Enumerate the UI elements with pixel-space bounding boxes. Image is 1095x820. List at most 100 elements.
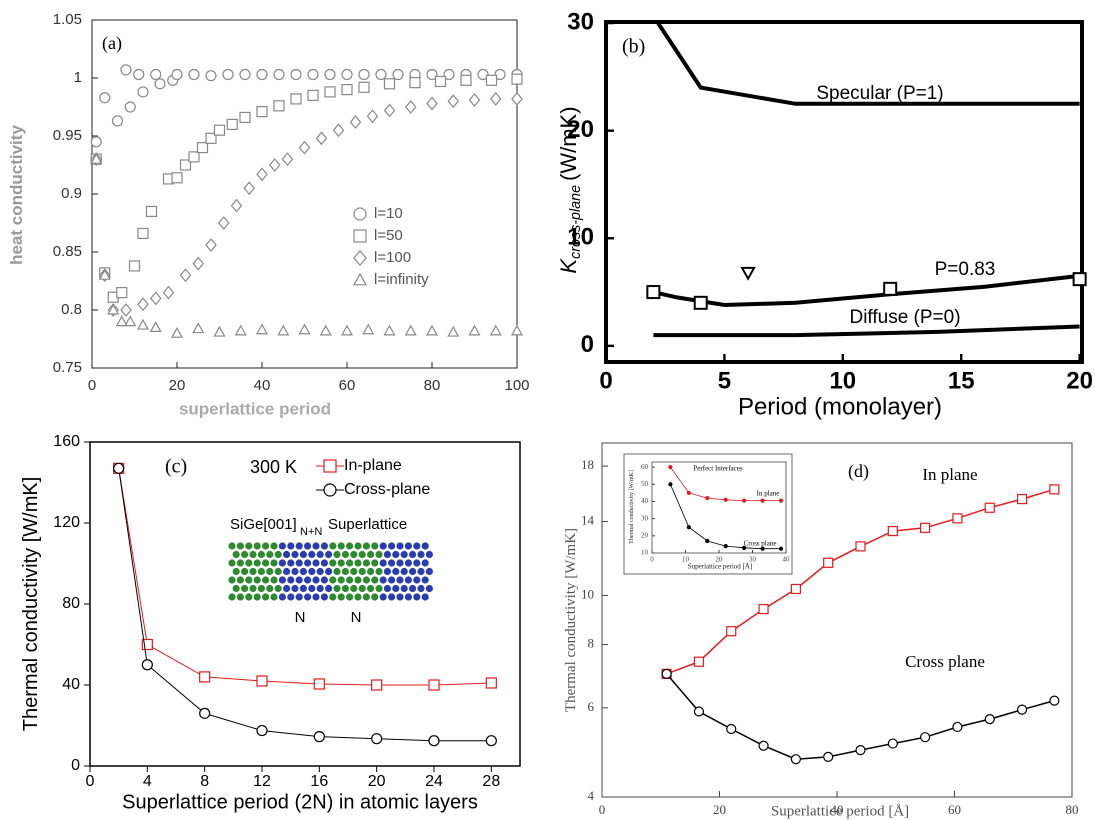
lattice-atom (421, 542, 429, 550)
marker-diamond (489, 91, 502, 106)
marker-diamond (137, 297, 149, 312)
marker-square (256, 106, 268, 118)
marker-square (485, 74, 498, 86)
lattice-atom (278, 576, 286, 584)
marker-diamond (511, 91, 523, 106)
y-axis-label-text: Thermal conductivity [W/mK] (629, 470, 635, 544)
x-tick-label: 20 (169, 377, 186, 394)
marker-diamond (230, 198, 243, 213)
x-tick-label: 60 (339, 377, 356, 394)
lattice-atom (346, 593, 354, 601)
lattice-atom (283, 584, 291, 593)
marker-diamond (268, 158, 281, 172)
lattice-atom (241, 550, 249, 559)
marker-diamond (404, 100, 417, 114)
marker-circle (256, 68, 268, 81)
lattice-atom (341, 584, 349, 593)
marker-circle (256, 724, 268, 737)
panel: 0 5 10 15 20 0 10 20 30 Period (monolayer) Kcross-… (556, 8, 1093, 420)
marker-dot (705, 495, 710, 501)
marker-square (1049, 484, 1060, 495)
marker-triangle (234, 324, 247, 336)
lattice-atom (274, 584, 282, 593)
lattice-atom (358, 550, 366, 559)
y-tick-label: 0.75 (53, 359, 82, 376)
y-tick-label: 10 (581, 586, 594, 601)
marker-square (693, 656, 705, 667)
lattice-atom (249, 584, 257, 593)
lattice-atom (375, 567, 383, 576)
marker-square (693, 295, 708, 310)
lattice-atom (346, 559, 354, 567)
panel: 0 20 40 60 80 100 0.75 0.8 0.85 0.9 0.95 1 1.05 super… (7, 11, 529, 419)
lattice-atom (308, 584, 316, 593)
marker-circle (790, 754, 801, 765)
marker-diamond (332, 123, 345, 138)
lattice-image (228, 542, 433, 601)
lattice-atom (253, 559, 261, 567)
marker-square (171, 172, 183, 184)
marker-square (307, 89, 319, 102)
lattice-atom (329, 542, 337, 550)
x-tick-label: 8 (200, 773, 209, 790)
marker-square (887, 525, 898, 537)
y-axis-label-sub: cross-plane (568, 185, 584, 259)
marker-circle (313, 731, 325, 743)
lattice-atom (241, 584, 249, 593)
marker-square (790, 583, 801, 595)
series-label: P=0.83 (935, 259, 996, 280)
lattice-atom (375, 584, 383, 593)
marker-square (1016, 493, 1028, 505)
lattice-atom (396, 542, 404, 550)
marker-circle (485, 735, 497, 747)
lattice-atom (270, 559, 278, 567)
lattice-atom (228, 593, 236, 601)
y-axis-label-text: Thermal conductivity [W/mK] (20, 477, 42, 732)
lattice-atom (291, 584, 299, 593)
series-label: Specular (P=1) (816, 83, 943, 104)
lattice-atom (295, 593, 303, 601)
y-axis-label: Thermal conductivity [W/mK] (563, 528, 579, 712)
marker-triangle (213, 325, 226, 337)
lattice-atom (236, 576, 244, 584)
x-tick-label: 40 (831, 802, 844, 817)
marker-square (358, 81, 370, 93)
marker-diamond (383, 103, 396, 118)
marker-diamond (192, 256, 205, 271)
lattice-atom (413, 559, 421, 567)
lattice-atom (320, 593, 328, 601)
marker-circle (661, 668, 672, 680)
marker-circle (120, 64, 132, 76)
lattice-atom (396, 593, 404, 601)
marker-triangle (124, 315, 137, 327)
lattice-atom (287, 559, 295, 567)
y-tick-label: 160 (53, 433, 80, 450)
lattice-atom (388, 593, 396, 601)
marker-square (758, 603, 769, 615)
annotation: Superlattice (328, 516, 407, 533)
panel: 0 20 40 60 80 4 6 8 10 14 18 Superlattice period [Å… (563, 442, 1079, 819)
lattice-atom (341, 567, 349, 576)
lattice-atom (262, 542, 270, 550)
lattice-atom (325, 567, 333, 576)
marker-circle (124, 101, 136, 113)
lattice-atom (375, 550, 383, 559)
lattice-atom (274, 567, 282, 576)
lattice-atom (287, 542, 295, 550)
marker-square (226, 118, 238, 131)
lattice-atom (400, 584, 408, 593)
lattice-atom (392, 550, 400, 559)
lattice-atom (266, 567, 274, 576)
annotation: (a) (102, 33, 122, 54)
lattice-atom (383, 567, 391, 576)
lattice-atom (333, 550, 341, 559)
marker-square (199, 671, 211, 683)
marker-triangle (404, 324, 417, 336)
marker-square (141, 638, 153, 651)
lattice-atom (270, 542, 278, 550)
lattice-atom (337, 542, 345, 550)
marker-circle (239, 68, 251, 81)
x-tick-label: 20 (716, 556, 724, 564)
annotation: N (295, 609, 306, 626)
